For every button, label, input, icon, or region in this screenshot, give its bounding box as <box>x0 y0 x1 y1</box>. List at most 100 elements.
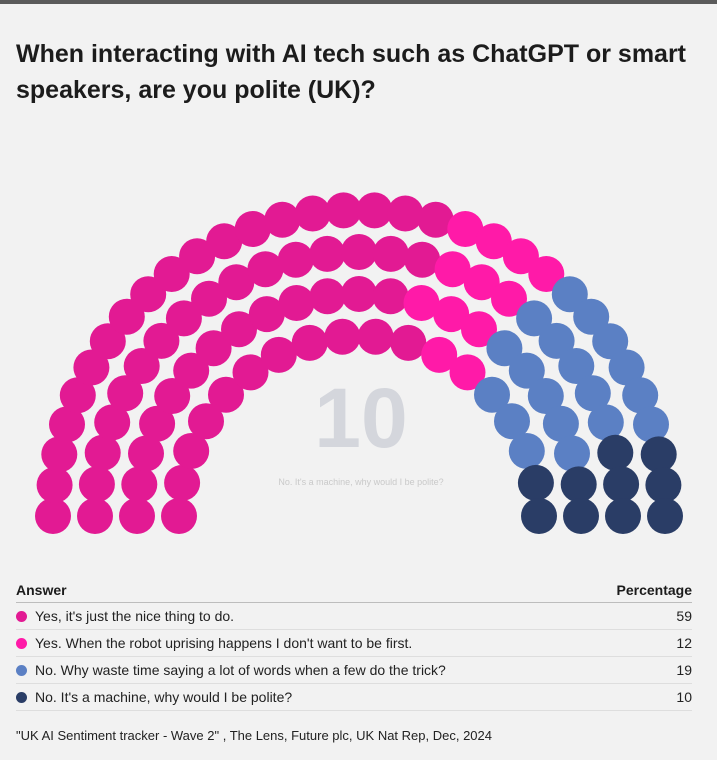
seat-dot <box>587 404 624 441</box>
seat-dot <box>475 223 512 260</box>
seat-dot <box>264 201 301 238</box>
seat-dot <box>633 406 669 443</box>
seat-dot <box>449 354 486 391</box>
table-row: Yes, it's just the nice thing to do. 59 <box>16 603 692 630</box>
seat-dot <box>59 377 96 414</box>
seat-dot <box>206 223 243 260</box>
seat-dot <box>563 498 599 534</box>
seat-dot <box>357 318 394 355</box>
seat-dot <box>278 285 315 321</box>
seat-dot <box>603 466 640 503</box>
table-row: Yes. When the robot uprising happens I d… <box>16 630 692 657</box>
seat-dot <box>208 376 244 413</box>
seat-dot <box>560 466 597 503</box>
percentage-value: 12 <box>676 635 692 651</box>
seat-dot <box>119 498 155 534</box>
seat-dot <box>221 311 257 348</box>
seat-dot <box>491 280 527 317</box>
answer-label: No. It's a machine, why would I be polit… <box>35 689 293 705</box>
seat-dot <box>608 349 645 386</box>
source-note: "UK AI Sentiment tracker - Wave 2" , The… <box>16 728 492 743</box>
seat-dot <box>516 300 553 337</box>
seat-dot <box>433 296 470 333</box>
seat-dot <box>372 278 409 315</box>
center-label: No. It's a machine, why would I be polit… <box>278 477 443 487</box>
seat-dot <box>605 498 641 534</box>
legend-dot <box>16 691 27 703</box>
seat-dot <box>463 264 500 301</box>
seat-dot <box>139 405 176 442</box>
seat-dot <box>143 322 180 359</box>
seat-group <box>35 192 683 534</box>
seat-dot <box>558 348 595 384</box>
chart-title: When interacting with AI tech such as Ch… <box>16 40 687 104</box>
seat-dot <box>647 498 683 534</box>
seat-dot <box>517 464 554 501</box>
seat-dot <box>434 251 471 288</box>
seat-dot <box>165 300 202 337</box>
seat-dot <box>474 376 510 413</box>
seat-dot <box>232 354 269 391</box>
seat-dot <box>324 318 361 355</box>
seat-dot <box>341 234 377 270</box>
seat-dot <box>36 467 73 503</box>
seat-dot <box>247 251 284 288</box>
seat-dot <box>390 324 427 361</box>
seat-dot <box>640 436 677 473</box>
seat-dot <box>309 278 346 315</box>
legend-dot <box>16 664 27 676</box>
seat-dot <box>173 352 210 389</box>
seat-dot <box>73 349 110 386</box>
legend-dot <box>16 637 27 649</box>
seat-dot <box>107 375 144 412</box>
answer-label: Yes. When the robot uprising happens I d… <box>35 635 413 651</box>
seat-dot <box>49 406 85 443</box>
seat-dot <box>341 276 377 312</box>
seat-dot <box>542 405 579 442</box>
seat-dot <box>502 238 539 275</box>
seat-dot <box>218 264 255 301</box>
seat-dot <box>551 276 588 313</box>
seat-dot <box>108 298 145 335</box>
seat-dot <box>597 434 634 471</box>
seat-dot <box>164 464 201 501</box>
seat-dot <box>94 404 131 441</box>
seat-dot <box>622 377 659 414</box>
seat-dot <box>309 235 346 272</box>
seat-dot <box>188 403 224 440</box>
seat-dot <box>404 241 441 278</box>
seat-dot <box>356 192 393 229</box>
seat-dot <box>486 330 523 367</box>
seat-dot <box>325 192 362 229</box>
seat-dot <box>508 433 545 469</box>
center-value: 10 <box>314 371 407 465</box>
seat-dot <box>294 195 331 232</box>
seat-dot <box>234 211 271 247</box>
seat-dot <box>130 276 167 313</box>
seat-dot <box>121 466 158 503</box>
seat-dot <box>248 296 285 333</box>
answer-header: Answer <box>16 582 67 598</box>
seat-dot <box>494 403 530 440</box>
seat-dot <box>421 336 458 373</box>
table-row: No. It's a machine, why would I be polit… <box>16 684 692 711</box>
seat-dot <box>403 285 440 321</box>
seat-dot <box>123 348 160 384</box>
seat-dot <box>195 330 232 367</box>
seat-dot <box>574 375 611 412</box>
seat-dot <box>291 324 328 361</box>
seat-dot <box>41 436 78 473</box>
seat-dot <box>173 433 210 469</box>
seat-dot <box>128 435 164 472</box>
seat-dot <box>417 201 454 238</box>
seat-dot <box>645 467 682 503</box>
table-row: No. Why waste time saying a lot of words… <box>16 657 692 684</box>
seat-dot <box>447 211 484 247</box>
seat-dot <box>508 352 545 389</box>
percentage-value: 19 <box>676 662 692 678</box>
seat-dot <box>387 195 424 232</box>
seat-dot <box>277 241 314 278</box>
seat-dot <box>528 256 565 292</box>
legend-dot <box>16 610 27 622</box>
seat-dot <box>527 378 564 414</box>
